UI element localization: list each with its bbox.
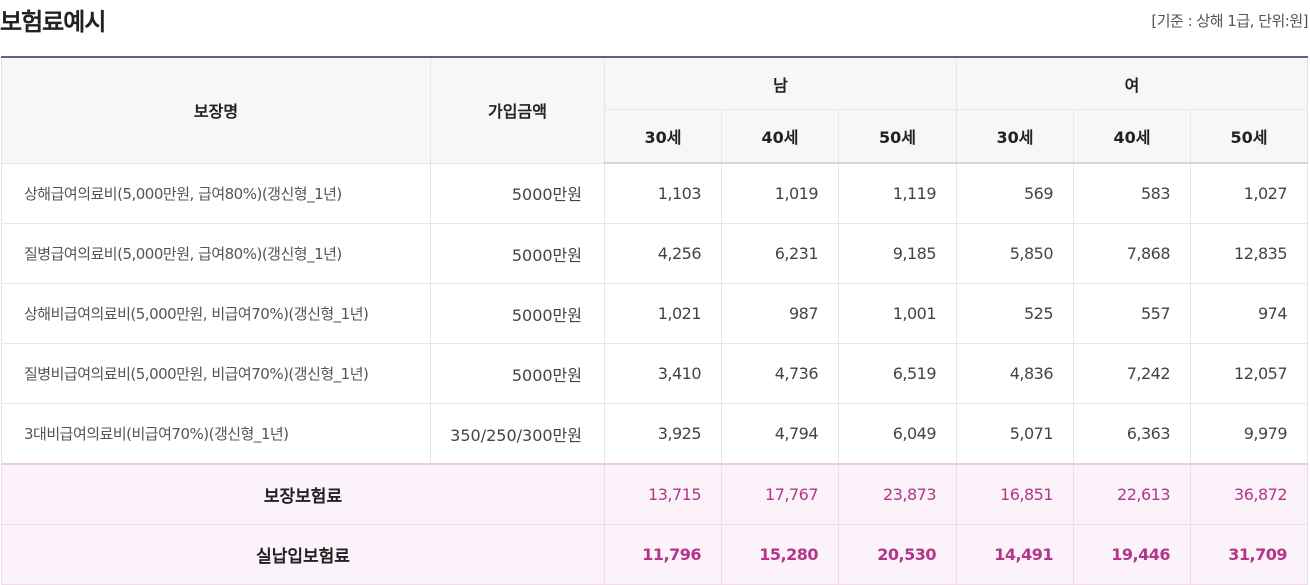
premium-cell: 1,001 [837,283,958,344]
total-cell: 16,851 [956,463,1075,525]
premium-cell: 6,231 [721,223,839,284]
premium-cell: 12,057 [1190,343,1309,404]
header-female-age: 50세 [1190,109,1309,164]
coverage-name: 상해급여의료비(5,000만원, 급여80%)(갱신형_1년) [1,162,431,224]
total-label: 실납입보험료 [1,524,605,585]
total-cell: 20,530 [837,524,958,585]
coverage-amount: 5000만원 [430,162,605,224]
premium-cell: 7,868 [1073,223,1192,284]
total-row-actual-premium: 실납입보험료 11,796 15,280 20,530 14,491 19,44… [1,524,1309,585]
premium-cell: 9,185 [837,223,958,284]
total-cell: 36,872 [1190,463,1309,525]
premium-cell: 557 [1073,283,1192,344]
header-female-age: 40세 [1073,109,1192,164]
total-cell: 15,280 [721,524,839,585]
coverage-name: 3대비급여의료비(비급여70%)(갱신형_1년) [1,403,431,465]
total-cell: 17,767 [721,463,839,525]
header-female: 여 [956,56,1309,110]
table-row: 질병비급여의료비(5,000만원, 비급여70%)(갱신형_1년) 5000만원… [1,343,1309,404]
premium-table: 보장명 가입금액 남 여 30세 40세 50세 30세 40세 50세 상해급… [1,56,1309,585]
basis-note: [기준 : 상해 1급, 단위:원] [1151,12,1308,30]
premium-cell: 9,979 [1190,403,1309,465]
header-male-age: 30세 [604,109,722,164]
premium-cell: 4,794 [721,403,839,465]
total-cell: 19,446 [1073,524,1192,585]
table-row: 3대비급여의료비(비급여70%)(갱신형_1년) 350/250/300만원 3… [1,403,1309,465]
total-cell: 23,873 [837,463,958,525]
total-cell: 22,613 [1073,463,1192,525]
coverage-amount: 5000만원 [430,343,605,404]
premium-cell: 7,242 [1073,343,1192,404]
coverage-amount: 5000만원 [430,283,605,344]
premium-cell: 974 [1190,283,1309,344]
coverage-amount: 5000만원 [430,223,605,284]
premium-cell: 4,256 [604,223,722,284]
header-female-age: 30세 [956,109,1075,164]
total-cell: 13,715 [604,463,722,525]
premium-cell: 12,835 [1190,223,1309,284]
page-title: 보험료예시 [0,8,106,36]
premium-cell: 6,363 [1073,403,1192,465]
coverage-name: 질병급여의료비(5,000만원, 급여80%)(갱신형_1년) [1,223,431,284]
premium-cell: 525 [956,283,1075,344]
premium-cell: 569 [956,162,1075,224]
table-row: 질병급여의료비(5,000만원, 급여80%)(갱신형_1년) 5000만원 4… [1,223,1309,284]
premium-cell: 1,021 [604,283,722,344]
table-row: 상해급여의료비(5,000만원, 급여80%)(갱신형_1년) 5000만원 1… [1,162,1309,224]
premium-cell: 4,836 [956,343,1075,404]
coverage-name: 상해비급여의료비(5,000만원, 비급여70%)(갱신형_1년) [1,283,431,344]
premium-cell: 1,119 [837,162,958,224]
table-row: 상해비급여의료비(5,000만원, 비급여70%)(갱신형_1년) 5000만원… [1,283,1309,344]
total-row-coverage-premium: 보장보험료 13,715 17,767 23,873 16,851 22,613… [1,463,1309,525]
total-cell: 11,796 [604,524,722,585]
coverage-amount: 350/250/300만원 [430,403,605,465]
header-male: 남 [603,56,958,110]
header-coverage: 보장명 [1,56,431,164]
total-label: 보장보험료 [1,463,605,525]
premium-cell: 4,736 [721,343,839,404]
premium-cell: 5,850 [956,223,1075,284]
coverage-name: 질병비급여의료비(5,000만원, 비급여70%)(갱신형_1년) [1,343,431,404]
header-male-age: 40세 [721,109,839,164]
premium-cell: 1,027 [1190,162,1309,224]
header-male-age: 50세 [837,109,958,164]
premium-cell: 6,049 [837,403,958,465]
premium-cell: 5,071 [956,403,1075,465]
premium-cell: 583 [1073,162,1192,224]
premium-cell: 1,019 [721,162,839,224]
premium-cell: 6,519 [837,343,958,404]
premium-cell: 3,925 [604,403,722,465]
header-amount: 가입금액 [430,56,605,164]
premium-cell: 3,410 [604,343,722,404]
premium-cell: 1,103 [604,162,722,224]
total-cell: 31,709 [1190,524,1309,585]
total-cell: 14,491 [956,524,1075,585]
premium-cell: 987 [721,283,839,344]
